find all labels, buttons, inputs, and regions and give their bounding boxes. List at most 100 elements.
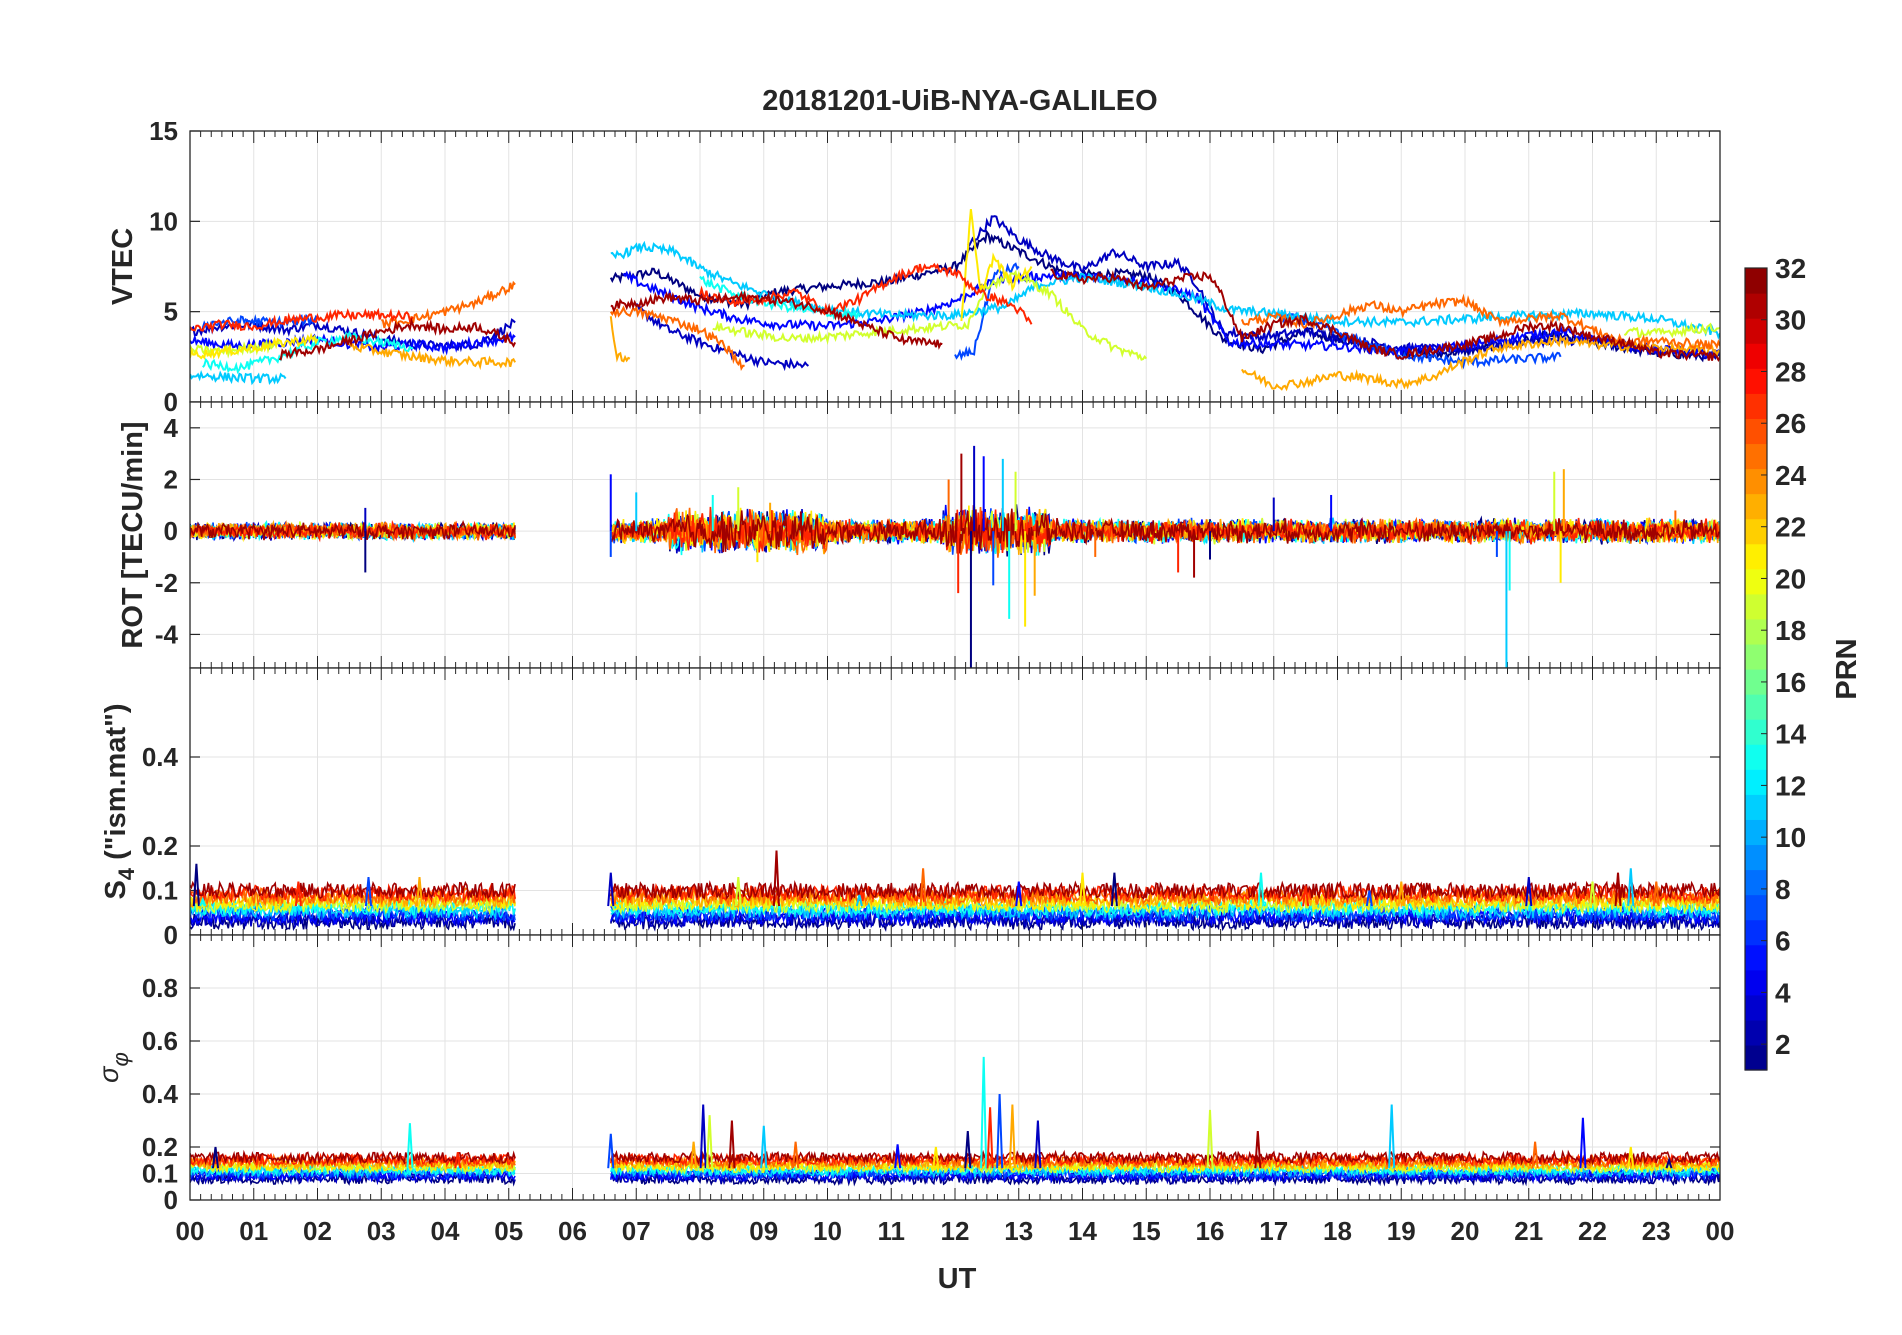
spike xyxy=(607,872,615,907)
series-prn-31 xyxy=(190,1149,516,1166)
colorbar-tick-label: 6 xyxy=(1775,926,1791,957)
x-tick-label: 06 xyxy=(558,1216,587,1246)
vtec-series-prn-3 xyxy=(635,303,810,372)
y-tick-label: 0.4 xyxy=(142,1079,179,1109)
spike xyxy=(986,1107,994,1169)
spike xyxy=(1388,1104,1396,1169)
colorbar-swatch xyxy=(1745,593,1767,620)
rot-series-prn-27 xyxy=(610,506,1720,554)
x-tick-label: 02 xyxy=(303,1216,332,1246)
spike xyxy=(792,1141,800,1169)
spike xyxy=(855,894,863,907)
x-tick-label: 01 xyxy=(239,1216,268,1246)
x-tick-label: 17 xyxy=(1259,1216,1288,1246)
series-prn-31 xyxy=(610,879,1720,902)
rot-series-prn-31 xyxy=(610,505,1720,554)
spike xyxy=(1079,872,1086,907)
colorbar-tick-label: 18 xyxy=(1775,615,1806,646)
colorbar-tick-label: 2 xyxy=(1775,1029,1791,1060)
colorbar-swatch xyxy=(1745,944,1767,971)
colorbar-tick-label: 10 xyxy=(1775,822,1806,853)
x-tick-label: 05 xyxy=(494,1216,523,1246)
colorbar-swatch xyxy=(1745,268,1767,294)
spike xyxy=(199,896,207,907)
vtec-series-prn-31 xyxy=(610,289,943,350)
x-tick-label: 10 xyxy=(813,1216,842,1246)
vtec-series-prn-27 xyxy=(190,307,414,335)
spike xyxy=(211,1146,220,1169)
colorbar-swatch xyxy=(1745,318,1767,344)
y-axis-label: σφ xyxy=(94,1052,133,1083)
y-axis-label: S4 ("ism.mat") xyxy=(100,703,139,899)
colorbar-swatch xyxy=(1745,368,1767,394)
series-group xyxy=(190,208,1720,392)
spike xyxy=(996,1093,1004,1169)
spike xyxy=(1015,881,1023,907)
x-tick-label: 14 xyxy=(1068,1216,1097,1246)
colorbar-tick-label: 28 xyxy=(1775,356,1806,387)
vtec-series-prn-25 xyxy=(381,280,516,330)
spike xyxy=(406,1123,414,1169)
x-tick-label: 08 xyxy=(686,1216,715,1246)
x-tick-label: 09 xyxy=(749,1216,778,1246)
y-tick-label: 0 xyxy=(164,1185,178,1215)
colorbar-swatch xyxy=(1745,844,1767,871)
colorbar-swatch xyxy=(1745,543,1767,570)
colorbar-swatch xyxy=(1745,769,1767,795)
colorbar-swatch xyxy=(1745,393,1767,419)
vtec-series-prn-31 xyxy=(278,317,517,361)
series-prn-1 xyxy=(190,911,516,932)
y-tick-label: 0 xyxy=(164,920,178,950)
spike xyxy=(1627,1146,1635,1169)
y-tick-label: 0 xyxy=(164,387,178,417)
y-tick-label: 10 xyxy=(149,206,178,236)
vtec-series-prn-13 xyxy=(202,330,414,375)
colorbar-swatch xyxy=(1745,894,1767,921)
colorbar-swatch xyxy=(1745,969,1767,996)
series-prn-31 xyxy=(610,1149,1720,1167)
y-tick-label: 0.8 xyxy=(142,973,178,1003)
spike xyxy=(192,863,200,907)
colorbar-tick-label: 30 xyxy=(1775,305,1806,336)
spike xyxy=(690,1141,698,1169)
y-tick-label: 0.4 xyxy=(142,742,179,772)
spike xyxy=(980,1056,988,1169)
spike xyxy=(1665,1156,1673,1169)
vtec-series-prn-27 xyxy=(699,262,1033,325)
x-tick-label: 03 xyxy=(367,1216,396,1246)
y-tick-label: 0.6 xyxy=(142,1026,178,1056)
rot-series-prn-31 xyxy=(190,519,516,541)
series-prn-21 xyxy=(190,1157,516,1174)
spike xyxy=(607,1133,615,1169)
x-axis-label: UT xyxy=(938,1263,977,1295)
vtec-series-prn-19 xyxy=(1623,321,1720,339)
x-tick-label: 00 xyxy=(176,1216,205,1246)
colorbar-swatch xyxy=(1745,568,1767,595)
x-tick-label: 20 xyxy=(1451,1216,1480,1246)
colorbar-tick-label: 14 xyxy=(1775,719,1807,750)
series-prn-21 xyxy=(610,891,1720,913)
x-tick-label: 04 xyxy=(431,1216,460,1246)
spike xyxy=(1614,872,1622,907)
colorbar-swatch xyxy=(1745,794,1767,820)
vtec-series-prn-7 xyxy=(954,262,1020,362)
spike xyxy=(964,1131,972,1169)
colorbar-swatch xyxy=(1745,493,1767,520)
y-tick-label: 0.1 xyxy=(142,1159,178,1189)
vtec-series-prn-31 xyxy=(1050,268,1720,362)
spike xyxy=(734,877,742,907)
y-axis-label: VTEC xyxy=(107,228,139,305)
series-group xyxy=(190,1056,1720,1187)
colorbar-tick-label: 8 xyxy=(1775,874,1791,905)
colorbar-swatch xyxy=(1745,869,1767,896)
spike xyxy=(1365,890,1373,907)
series-prn-25 xyxy=(190,886,516,907)
y-tick-label: 4 xyxy=(164,413,179,443)
spike xyxy=(1579,1117,1587,1169)
spike xyxy=(416,877,424,907)
spike xyxy=(706,1115,714,1169)
series-prn-31 xyxy=(190,880,516,901)
